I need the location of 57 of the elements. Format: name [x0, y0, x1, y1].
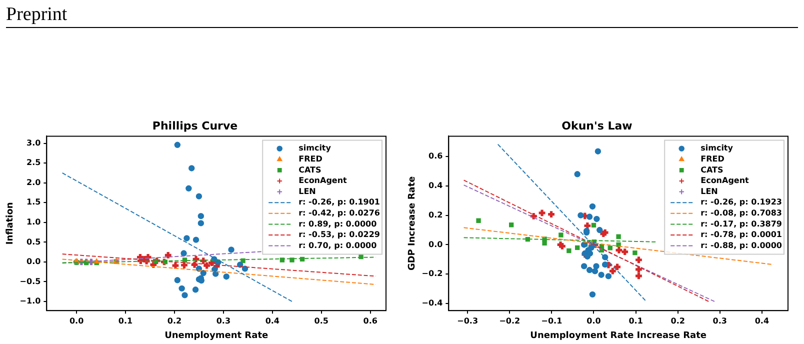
- legend-label: r: -0.78, p: 0.0001: [700, 230, 782, 240]
- x-tick-label: 0.2: [670, 316, 685, 326]
- x-tick-label: 0.5: [314, 316, 329, 326]
- y-tick-label: 0.6: [428, 152, 444, 161]
- y-tick-label: 1.5: [26, 198, 42, 207]
- y-tick-label: 0.0: [26, 257, 42, 266]
- legend-label: r: -0.17, p: 0.3879: [700, 219, 782, 228]
- x-tick-label: 0.6: [363, 316, 378, 326]
- x-tick-label: 0.0: [69, 316, 84, 326]
- legend-label: EconAgent: [700, 176, 750, 186]
- y-tick-label: 0.5: [26, 237, 42, 246]
- legend-label: r: -0.88, p: 0.0000: [700, 240, 782, 250]
- y-axis-title: Inflation: [6, 202, 16, 245]
- legend-label: r: -0.26, p: 0.1901: [298, 198, 380, 207]
- legend-label: CATS: [298, 165, 322, 174]
- y-axis-title: GDP Increase Rate: [408, 176, 418, 271]
- y-tick-label: 0.2: [428, 210, 443, 220]
- x-tick-label: 0.1: [118, 316, 134, 326]
- legend-label: LEN: [700, 186, 718, 196]
- chart-title: Phillips Curve: [152, 119, 238, 132]
- x-tick-label: 0.3: [712, 316, 727, 326]
- legend-label: simcity: [700, 144, 734, 153]
- legend-label: r: 0.89, p: 0.0000: [298, 219, 378, 228]
- x-tick-label: 0.1: [628, 316, 644, 326]
- legend-label: simcity: [298, 144, 332, 153]
- legend-label: r: -0.42, p: 0.0276: [298, 208, 380, 218]
- x-tick-label: 0.4: [265, 316, 280, 326]
- chart-title: Okun's Law: [562, 119, 632, 132]
- x-tick-label: −0.2: [499, 316, 520, 326]
- legend-label: EconAgent: [298, 176, 348, 186]
- y-tick-label: 2.0: [26, 178, 42, 187]
- x-axis-title: Unemployment Rate: [164, 330, 268, 341]
- x-tick-label: 0.0: [586, 316, 602, 326]
- legend-label: CATS: [700, 165, 724, 174]
- legend-label: r: -0.53, p: 0.0229: [298, 230, 380, 240]
- y-tick-label: 0.0: [428, 240, 444, 249]
- legend-label: FRED: [700, 154, 725, 164]
- y-tick-label: 0.4: [428, 180, 444, 190]
- x-tick-label: 0.2: [167, 316, 182, 326]
- legend-label: r: -0.08, p: 0.7083: [700, 208, 782, 218]
- legend-label: LEN: [298, 186, 316, 196]
- legend-label: FRED: [298, 154, 323, 164]
- x-axis-title: Unemployment Rate Increase Rate: [530, 330, 707, 341]
- x-tick-label: 0.4: [754, 316, 770, 326]
- text: Preprint: [6, 4, 68, 26]
- y-tick-label: 3.0: [26, 138, 42, 148]
- x-tick-label: 0.3: [216, 316, 231, 326]
- y-tick-label: 1.0: [26, 217, 42, 226]
- y-tick-label: 2.5: [26, 158, 42, 168]
- y-tick-label: −0.2: [422, 269, 443, 278]
- legend-label: r: -0.26, p: 0.1923: [700, 198, 782, 207]
- y-tick-label: −0.4: [422, 298, 444, 308]
- x-tick-label: −0.1: [541, 316, 563, 326]
- legend-label: r: 0.70, p: 0.0000: [298, 240, 378, 250]
- y-tick-label: −0.5: [20, 276, 42, 286]
- x-tick-label: −0.3: [457, 316, 478, 326]
- y-tick-label: −1.0: [20, 296, 42, 306]
